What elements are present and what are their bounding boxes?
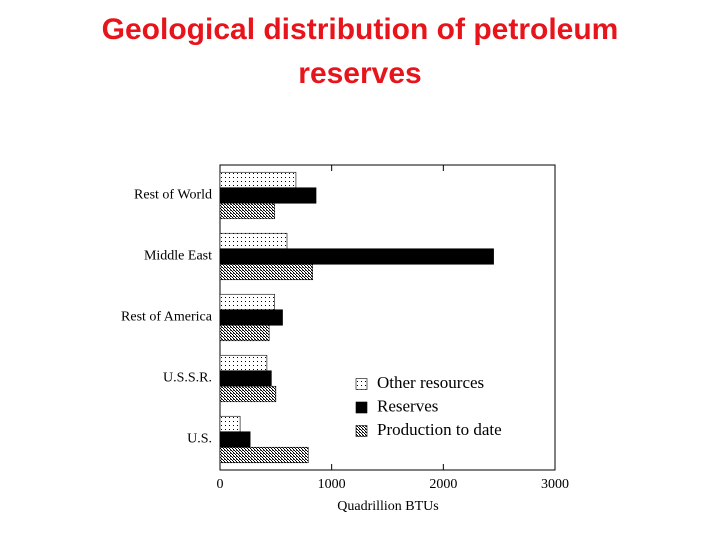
bar [219,370,272,387]
x-tick-label: 0 [217,477,224,492]
bar [219,248,494,265]
legend-label: Other resources [377,373,484,392]
bar [219,202,276,220]
x-tick-label: 3000 [541,477,569,492]
bar [219,385,277,403]
legend-label: Reserves [377,396,438,415]
bar [219,171,297,189]
bar [219,324,270,342]
y-tick-label: Rest of America [121,310,213,325]
bar [219,293,276,311]
x-tick-label: 1000 [318,477,346,492]
y-tick-label: Middle East [144,249,212,264]
x-axis-label: Quadrillion BTUs [337,499,439,514]
bar [219,415,241,433]
legend-label: Production to date [377,420,502,439]
bar [219,431,251,448]
legend-swatch [355,425,368,437]
bar [219,187,317,204]
legend-swatch [355,378,368,390]
bar [219,232,288,250]
legend-swatch [355,401,368,414]
y-tick-label: U.S. [187,432,212,447]
bar [219,446,309,464]
y-tick-label: U.S.S.R. [163,371,212,386]
chart-title: Geological distribution of petroleum res… [101,13,619,90]
bar [219,354,268,372]
bar [219,309,283,326]
y-tick-label: Rest of World [134,188,212,203]
x-tick-label: 2000 [429,477,457,492]
bar [219,263,313,281]
